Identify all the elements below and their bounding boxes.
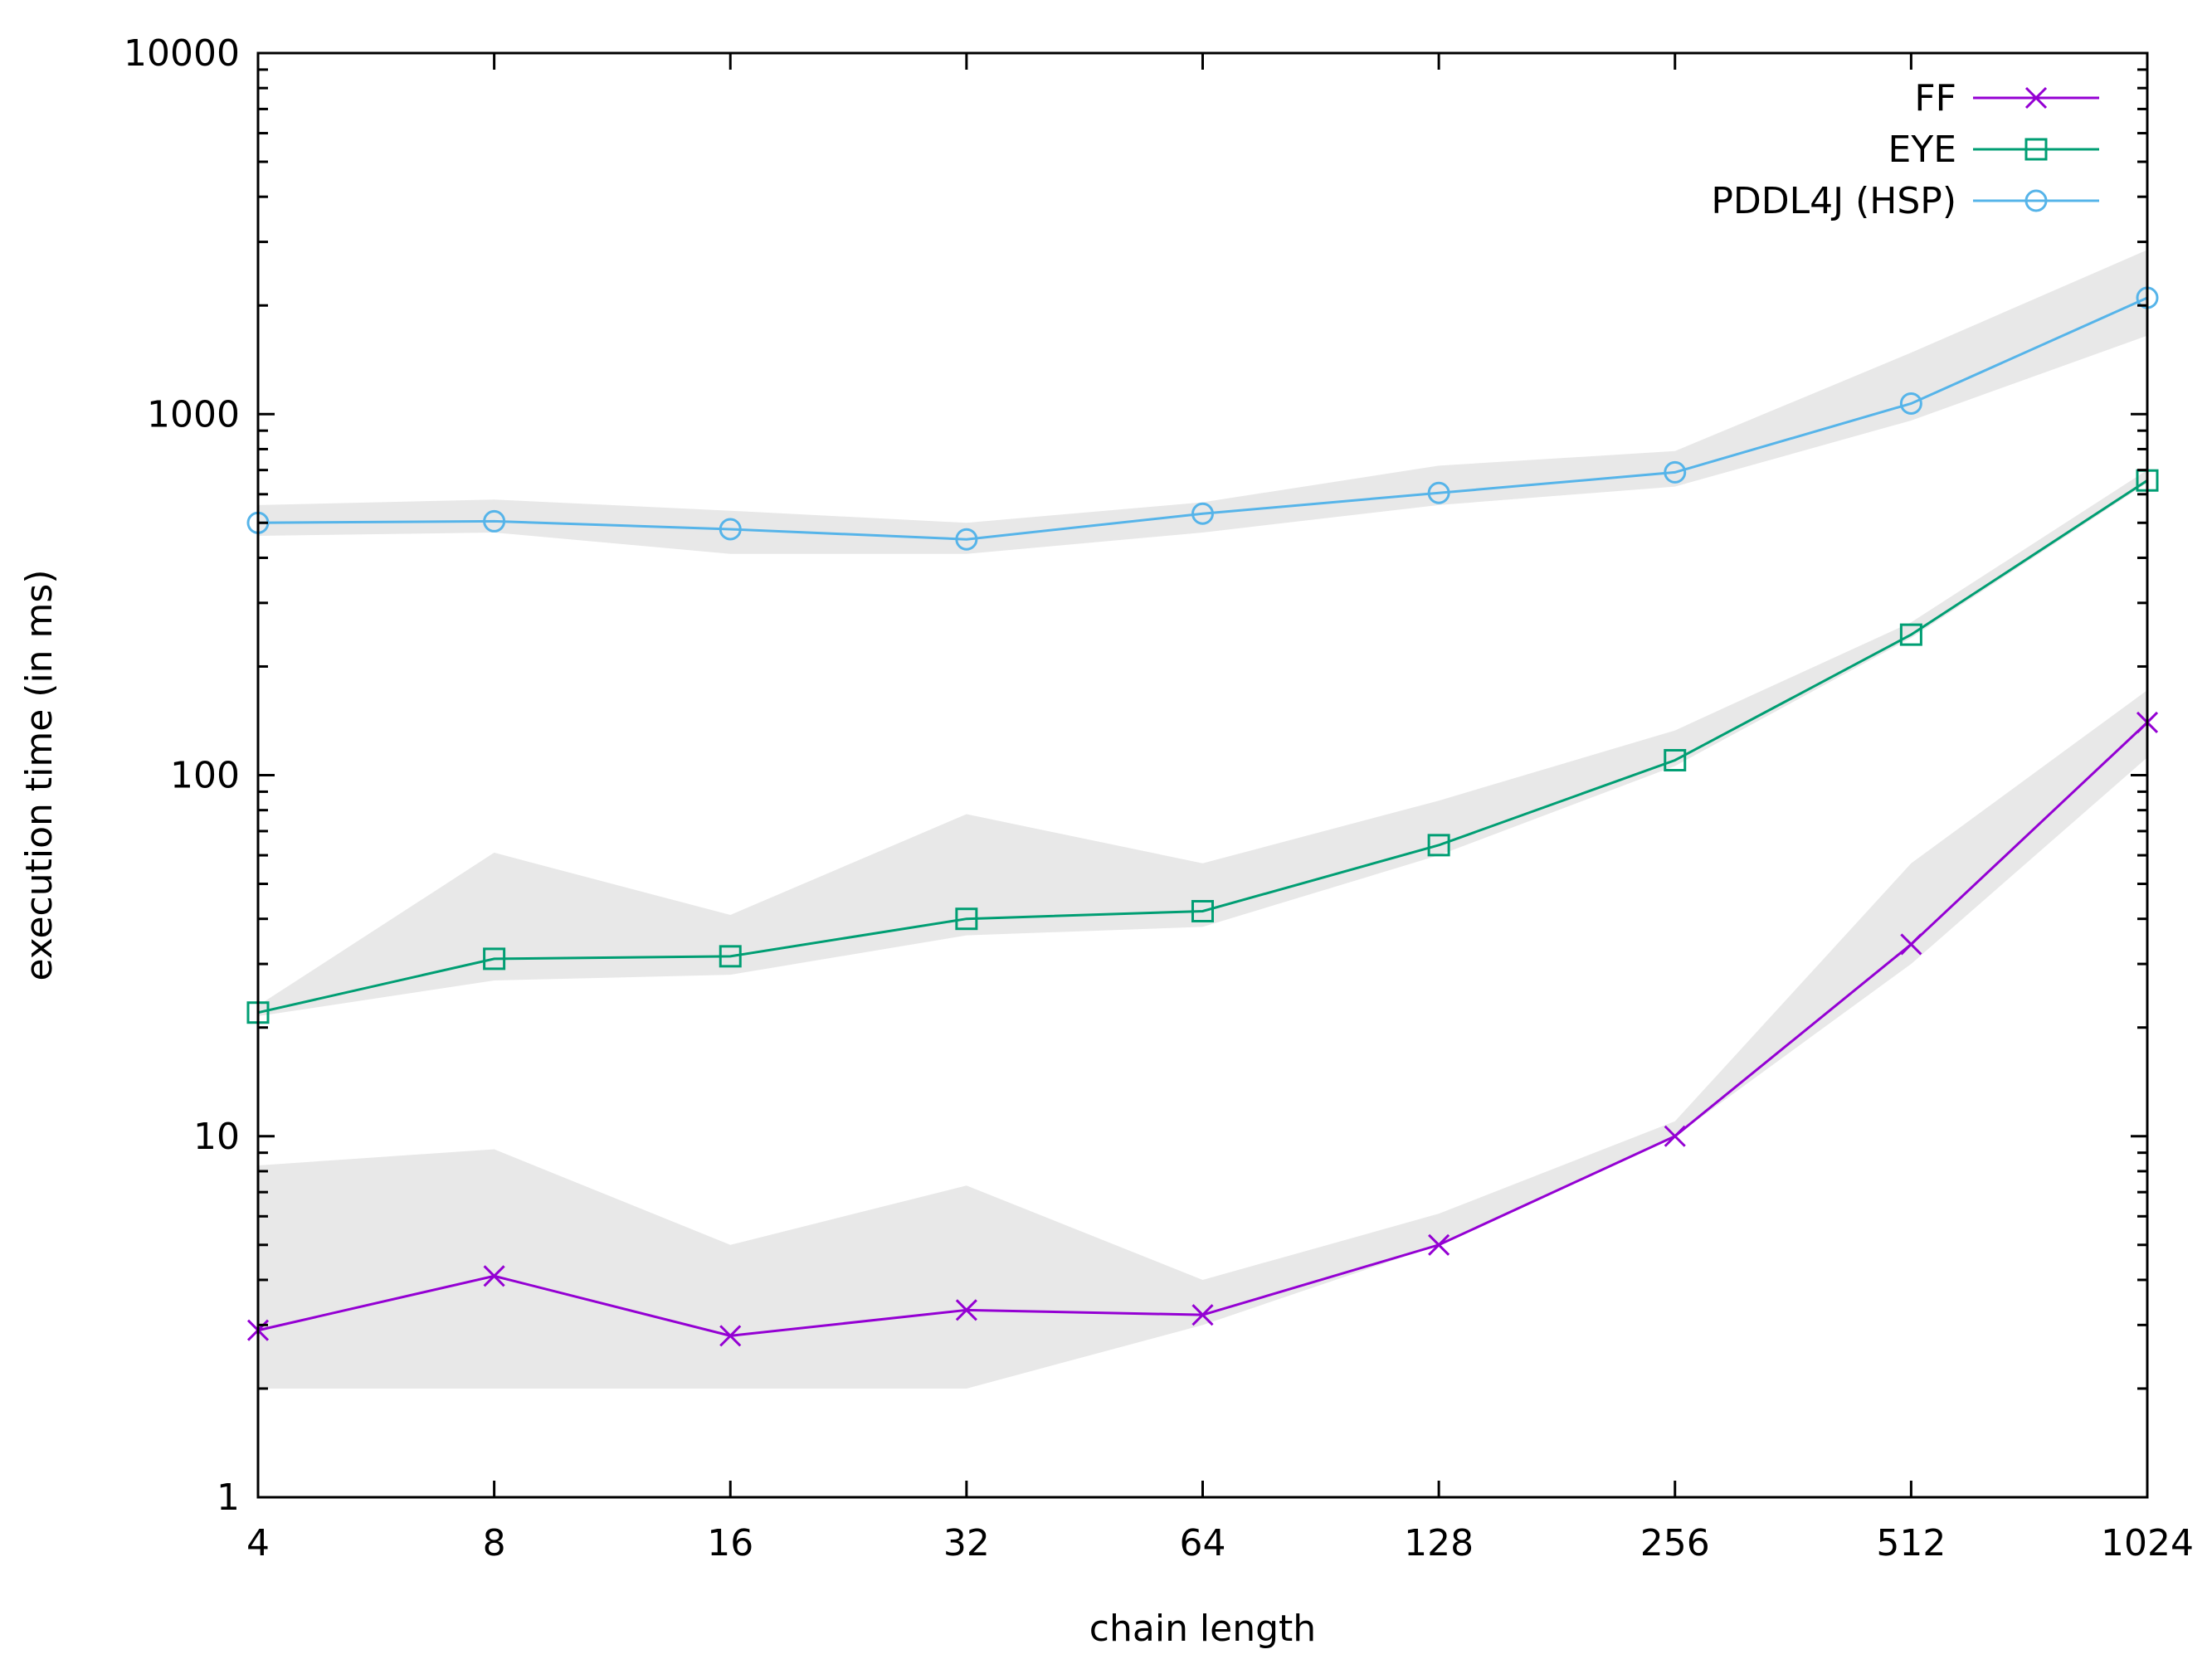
axis-ticks xyxy=(256,51,2149,1499)
data-point-ff xyxy=(1428,1233,1450,1256)
data-point-eye xyxy=(1899,623,1922,646)
data-point-pddl4j-hsp xyxy=(955,528,978,551)
y-tick-labels: 1 10 100 1000 10000 xyxy=(124,32,240,1519)
data-point-ff xyxy=(719,1325,742,1347)
legend-label: FF xyxy=(1914,77,1956,119)
x-tick-label: 256 xyxy=(1640,1522,1710,1564)
band-eye xyxy=(258,469,2147,1017)
legend-item-eye: EYE xyxy=(1888,129,2099,171)
marker-stroke xyxy=(1664,1125,1686,1147)
data-point-ff xyxy=(955,1299,977,1321)
data-point-ff xyxy=(483,1265,505,1287)
x-tick-label: 512 xyxy=(1876,1522,1946,1564)
data-point-eye xyxy=(483,947,506,971)
x-tick-label: 16 xyxy=(707,1522,753,1564)
x-tick-label: 4 xyxy=(246,1522,270,1564)
data-point-eye xyxy=(1191,899,1214,922)
legend-marker xyxy=(2024,189,2048,212)
x-tick-labels: 4 8 16 32 64 128 256 512 1024 xyxy=(246,1522,2194,1564)
marker-stroke xyxy=(1191,1304,1214,1326)
legend-item-pddl4j-hsp: PDDL4J (HSP) xyxy=(1711,180,2099,222)
band-pddl4j-hsp- xyxy=(258,250,2147,554)
marker-stroke xyxy=(2024,86,2048,109)
legend-label: EYE xyxy=(1888,129,1956,171)
legend-label: PDDL4J (HSP) xyxy=(1711,180,1956,222)
data-point-pddl4j-hsp xyxy=(1899,392,1922,415)
legend: FF EYE PDDL4J (HSP) xyxy=(1711,77,2099,222)
data-point-pddl4j-hsp xyxy=(719,518,742,541)
data-point-pddl4j-hsp xyxy=(483,509,506,533)
y-tick-label: 10000 xyxy=(124,32,240,75)
y-tick-label: 1000 xyxy=(147,393,240,435)
data-point-pddl4j-hsp xyxy=(1191,502,1214,525)
x-tick-label: 1024 xyxy=(2101,1522,2194,1564)
marker-stroke xyxy=(719,1325,742,1347)
series-line-eye xyxy=(257,479,2148,1014)
legend-item-ff: FF xyxy=(1914,77,2099,119)
x-axis-title: chain length xyxy=(1089,1608,1316,1650)
y-tick-label: 10 xyxy=(193,1116,240,1158)
x-tick-label: 8 xyxy=(483,1522,506,1564)
data-point-eye xyxy=(1427,834,1450,857)
data-point-ff xyxy=(1900,933,1922,956)
band-ff xyxy=(258,689,2147,1389)
data-point-pddl4j-hsp xyxy=(1427,481,1450,504)
data-point-ff xyxy=(1191,1304,1214,1326)
data-point-ff xyxy=(1664,1125,1686,1147)
data-point-eye xyxy=(719,945,742,968)
y-tick-label: 100 xyxy=(170,755,240,797)
x-tick-label: 32 xyxy=(943,1522,990,1564)
marker-stroke xyxy=(1900,933,1922,956)
marker-stroke xyxy=(483,1265,505,1287)
x-tick-label: 128 xyxy=(1404,1522,1474,1564)
y-tick-label: 1 xyxy=(217,1477,240,1519)
marker-stroke xyxy=(955,1299,977,1321)
range-bands xyxy=(258,250,2147,1389)
series-line-pddl4j-hsp xyxy=(257,296,2148,541)
y-axis-title: execution time (in ms) xyxy=(18,569,61,980)
marker-stroke xyxy=(1428,1233,1450,1256)
legend-marker xyxy=(2024,138,2048,161)
legend-marker xyxy=(2024,86,2048,109)
data-point-pddl4j-hsp xyxy=(1664,460,1687,484)
data-point-eye xyxy=(955,907,978,931)
x-tick-label: 64 xyxy=(1180,1522,1226,1564)
data-point-eye xyxy=(1664,748,1687,771)
